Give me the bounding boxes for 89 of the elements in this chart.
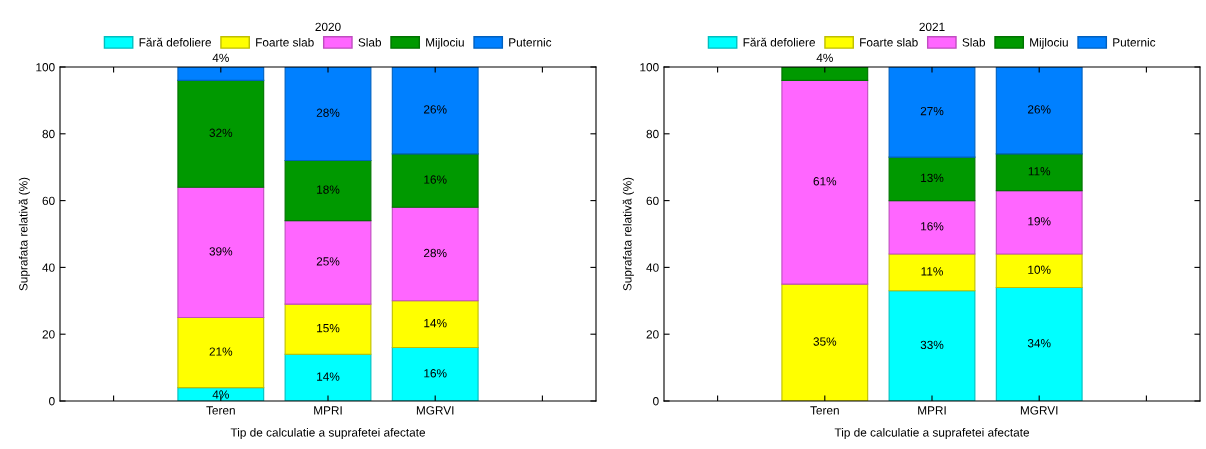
bar [177,67,265,81]
data-label: 27% [920,106,944,116]
bar [391,67,479,155]
data-label: 21% [209,347,233,356]
data-label: 11% [1028,167,1051,176]
bar [888,67,976,158]
y-tick-label: 40 [42,263,55,272]
legend-label: Foarte slab [860,37,918,47]
y-axis-title: Suprafata relativă (%) [18,177,30,291]
data-label: 26% [1027,105,1051,114]
bar [888,253,976,292]
bar [995,67,1083,155]
bar [781,79,869,285]
data-label: 39% [209,247,233,256]
bar [177,316,265,389]
legend-label: Fără defoliere [743,37,815,47]
legend-label: Slab [962,37,986,47]
bar [995,190,1083,255]
bar [391,153,479,208]
x-axis-title: Tip de calculatie a suprafetei afectate [834,427,1030,439]
y-tick-label: 0 [49,397,55,406]
bar [177,79,265,188]
data-label: 4% [212,53,229,62]
bar [391,300,479,349]
y-tick-label: 80 [646,129,659,139]
data-label: 16% [424,369,447,378]
data-label: 26% [423,105,447,114]
data-label: 28% [316,108,340,117]
y-tick-label: 60 [646,196,659,205]
y-tick-label: 80 [42,129,55,139]
bar [888,290,976,401]
data-label: 32% [209,128,233,137]
bar [995,253,1083,288]
y-axis-title: Suprafata relativă (%) [622,177,634,291]
data-label: 10% [1028,265,1051,274]
data-label: 61% [813,177,837,186]
y-tick-label: 40 [646,263,659,272]
x-tick-label: MGRVI [416,406,454,415]
data-label: 14% [424,319,447,328]
data-label: 11% [921,267,943,276]
bar [284,353,372,401]
data-label: 34% [1027,339,1051,348]
bar [391,206,479,302]
legend-label: Mijlociu [426,37,464,49]
legend-label: Puternic [1113,37,1156,47]
bar [284,303,372,355]
data-label: 13% [921,173,944,183]
data-label: 35% [813,337,837,346]
y-tick-label: 100 [640,63,659,72]
y-tick-label: 60 [42,196,55,205]
data-label: 14% [317,372,340,381]
data-label: 15% [317,324,340,333]
bar [995,286,1083,401]
bar [391,347,479,401]
chart-title: 2020 [315,22,341,32]
y-tick-label: 100 [36,63,55,72]
y-tick-label: 0 [653,397,659,406]
bar [781,67,869,81]
x-axis-title: Tip de calculatie a suprafetei afectate [230,427,426,439]
data-label: 33% [920,340,944,350]
bar [284,67,372,162]
data-label: 16% [424,175,447,184]
data-label: 19% [1028,217,1051,226]
data-label: 28% [423,248,447,258]
y-tick-label: 20 [646,330,659,339]
x-tick-label: MPRI [918,406,946,415]
bar [284,159,372,222]
x-tick-label: MPRI [314,406,342,415]
bar [177,186,265,319]
bar [781,283,869,401]
legend-label: Foarte slab [256,37,314,47]
data-label: 4% [212,390,229,399]
legend-label: Fără defoliere [139,37,211,47]
x-tick-label: Teren [206,406,235,415]
legend-label: Puternic [509,37,552,47]
chart-title: 2021 [919,22,945,32]
bar [995,153,1083,192]
bar [888,200,976,255]
data-label: 18% [317,185,340,194]
x-tick-label: Teren [810,406,839,415]
legend-label: Slab [358,37,382,47]
data-label: 4% [816,53,833,62]
data-label: 25% [316,257,340,266]
bar [284,220,372,305]
bar [888,156,976,202]
data-label: 16% [921,222,944,231]
y-tick-label: 20 [42,330,55,339]
legend-label: Mijlociu [1030,37,1068,49]
x-tick-label: MGRVI [1020,406,1058,415]
